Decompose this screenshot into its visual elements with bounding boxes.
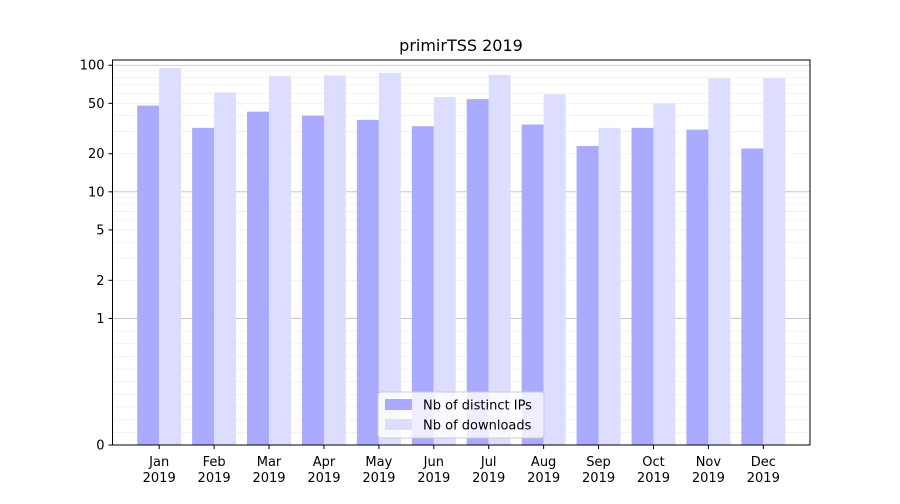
bar-downloads	[488, 74, 511, 445]
legend-swatch	[385, 399, 412, 410]
x-tick-label-year: 2019	[472, 471, 505, 486]
x-tick-label-year: 2019	[417, 471, 450, 486]
x-tick-label-year: 2019	[582, 471, 615, 486]
x-tick-label: Nov	[696, 455, 722, 470]
x-axis: Jan2019Feb2019Mar2019Apr2019May2019Jun20…	[143, 445, 780, 486]
x-tick-label: Feb	[203, 455, 226, 470]
bar-downloads	[323, 75, 346, 446]
bar-ips	[137, 105, 160, 446]
legend-swatch	[385, 419, 412, 430]
x-tick-label: Aug	[531, 455, 556, 470]
x-tick-label-year: 2019	[252, 471, 285, 486]
bar-downloads	[159, 68, 182, 445]
x-tick-label-year: 2019	[747, 471, 780, 486]
chart-title: primirTSS 2019	[399, 36, 523, 55]
bar-ips	[631, 127, 654, 445]
bar-ips	[466, 99, 489, 445]
x-tick-label: Jan	[148, 455, 169, 470]
x-tick-label-year: 2019	[362, 471, 395, 486]
bar-downloads	[378, 72, 401, 446]
x-tick-label-year: 2019	[527, 471, 560, 486]
bar-downloads	[598, 127, 621, 445]
bar-downloads	[543, 94, 566, 446]
legend-label: Nb of downloads	[423, 419, 532, 434]
bar-ips	[247, 111, 270, 445]
y-tick-label: 0	[96, 439, 104, 454]
bar-ips	[301, 115, 324, 445]
x-tick-label: Oct	[642, 455, 664, 470]
legend-box	[377, 391, 545, 439]
plot-frame	[112, 59, 811, 446]
bar-ips	[411, 126, 434, 446]
y-axis: 0 1 2 5 10 20 50 100	[80, 59, 113, 454]
x-tick-label-year: 2019	[143, 471, 176, 486]
y-tick-label: 50	[88, 97, 105, 112]
bars	[137, 68, 786, 446]
bar-ips	[686, 129, 709, 445]
y-tick-label: 1	[96, 312, 104, 327]
bar-ips	[576, 146, 599, 445]
x-tick-label: Dec	[751, 455, 776, 470]
x-tick-label-year: 2019	[692, 471, 725, 486]
bar-ips	[356, 119, 379, 445]
x-tick-label-year: 2019	[307, 471, 340, 486]
bar-ips	[192, 127, 215, 445]
y-tick-label: 5	[96, 223, 104, 238]
x-tick-label: Apr	[313, 455, 336, 470]
legend: Nb of distinct IPs Nb of downloads	[377, 391, 545, 439]
y-tick-label: 2	[96, 274, 104, 289]
bar-downloads	[708, 78, 731, 445]
x-tick-label: Mar	[257, 455, 282, 470]
y-tick-label: 10	[88, 185, 105, 200]
bar-downloads	[653, 103, 676, 445]
x-tick-label: May	[365, 455, 392, 470]
bar-downloads	[433, 97, 456, 446]
x-tick-label-year: 2019	[637, 471, 670, 486]
bar-ips	[521, 124, 544, 445]
y-tick-label: 100	[80, 59, 105, 74]
bar-downloads	[269, 76, 291, 446]
bar-ips	[741, 148, 764, 445]
x-tick-label: Sep	[586, 455, 611, 470]
x-tick-label-year: 2019	[198, 471, 231, 486]
bar-downloads	[214, 92, 237, 446]
legend-label: Nb of distinct IPs	[423, 399, 532, 414]
x-tick-label: Jun	[423, 455, 444, 470]
x-tick-label: Jul	[480, 455, 497, 470]
y-tick-label: 20	[88, 147, 105, 162]
bar-downloads	[763, 78, 786, 445]
